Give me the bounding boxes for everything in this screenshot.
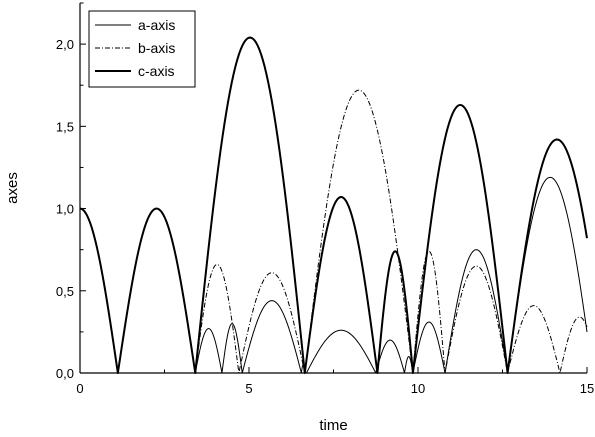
y-tick-label: 0,0 <box>56 366 74 381</box>
y-tick-label: 1,0 <box>56 202 74 217</box>
legend-label-c-axis: c-axis <box>138 63 175 79</box>
y-axis-title: axes <box>4 172 21 204</box>
legend: a-axis b-axis c-axis <box>88 10 196 88</box>
plot-curves <box>79 36 588 374</box>
x-tick-label: 15 <box>580 381 594 396</box>
series-line-c-axis <box>79 36 588 374</box>
legend-box <box>88 10 196 88</box>
x-tick-label: 10 <box>411 381 425 396</box>
legend-label-a-axis: a-axis <box>138 17 175 33</box>
series-line-b-axis <box>79 89 588 374</box>
x-tick-label: 0 <box>76 381 83 396</box>
y-tick-label: 0,5 <box>56 284 74 299</box>
x-tick-label: 5 <box>245 381 252 396</box>
y-tick-label: 1,5 <box>56 119 74 134</box>
y-tick-label: 2,0 <box>56 37 74 52</box>
x-axis-title: time <box>319 417 347 434</box>
axes-layer: 0 5 10 15 0,0 0,5 1,0 1,5 2,0 <box>56 2 594 396</box>
legend-label-b-axis: b-axis <box>138 40 175 56</box>
